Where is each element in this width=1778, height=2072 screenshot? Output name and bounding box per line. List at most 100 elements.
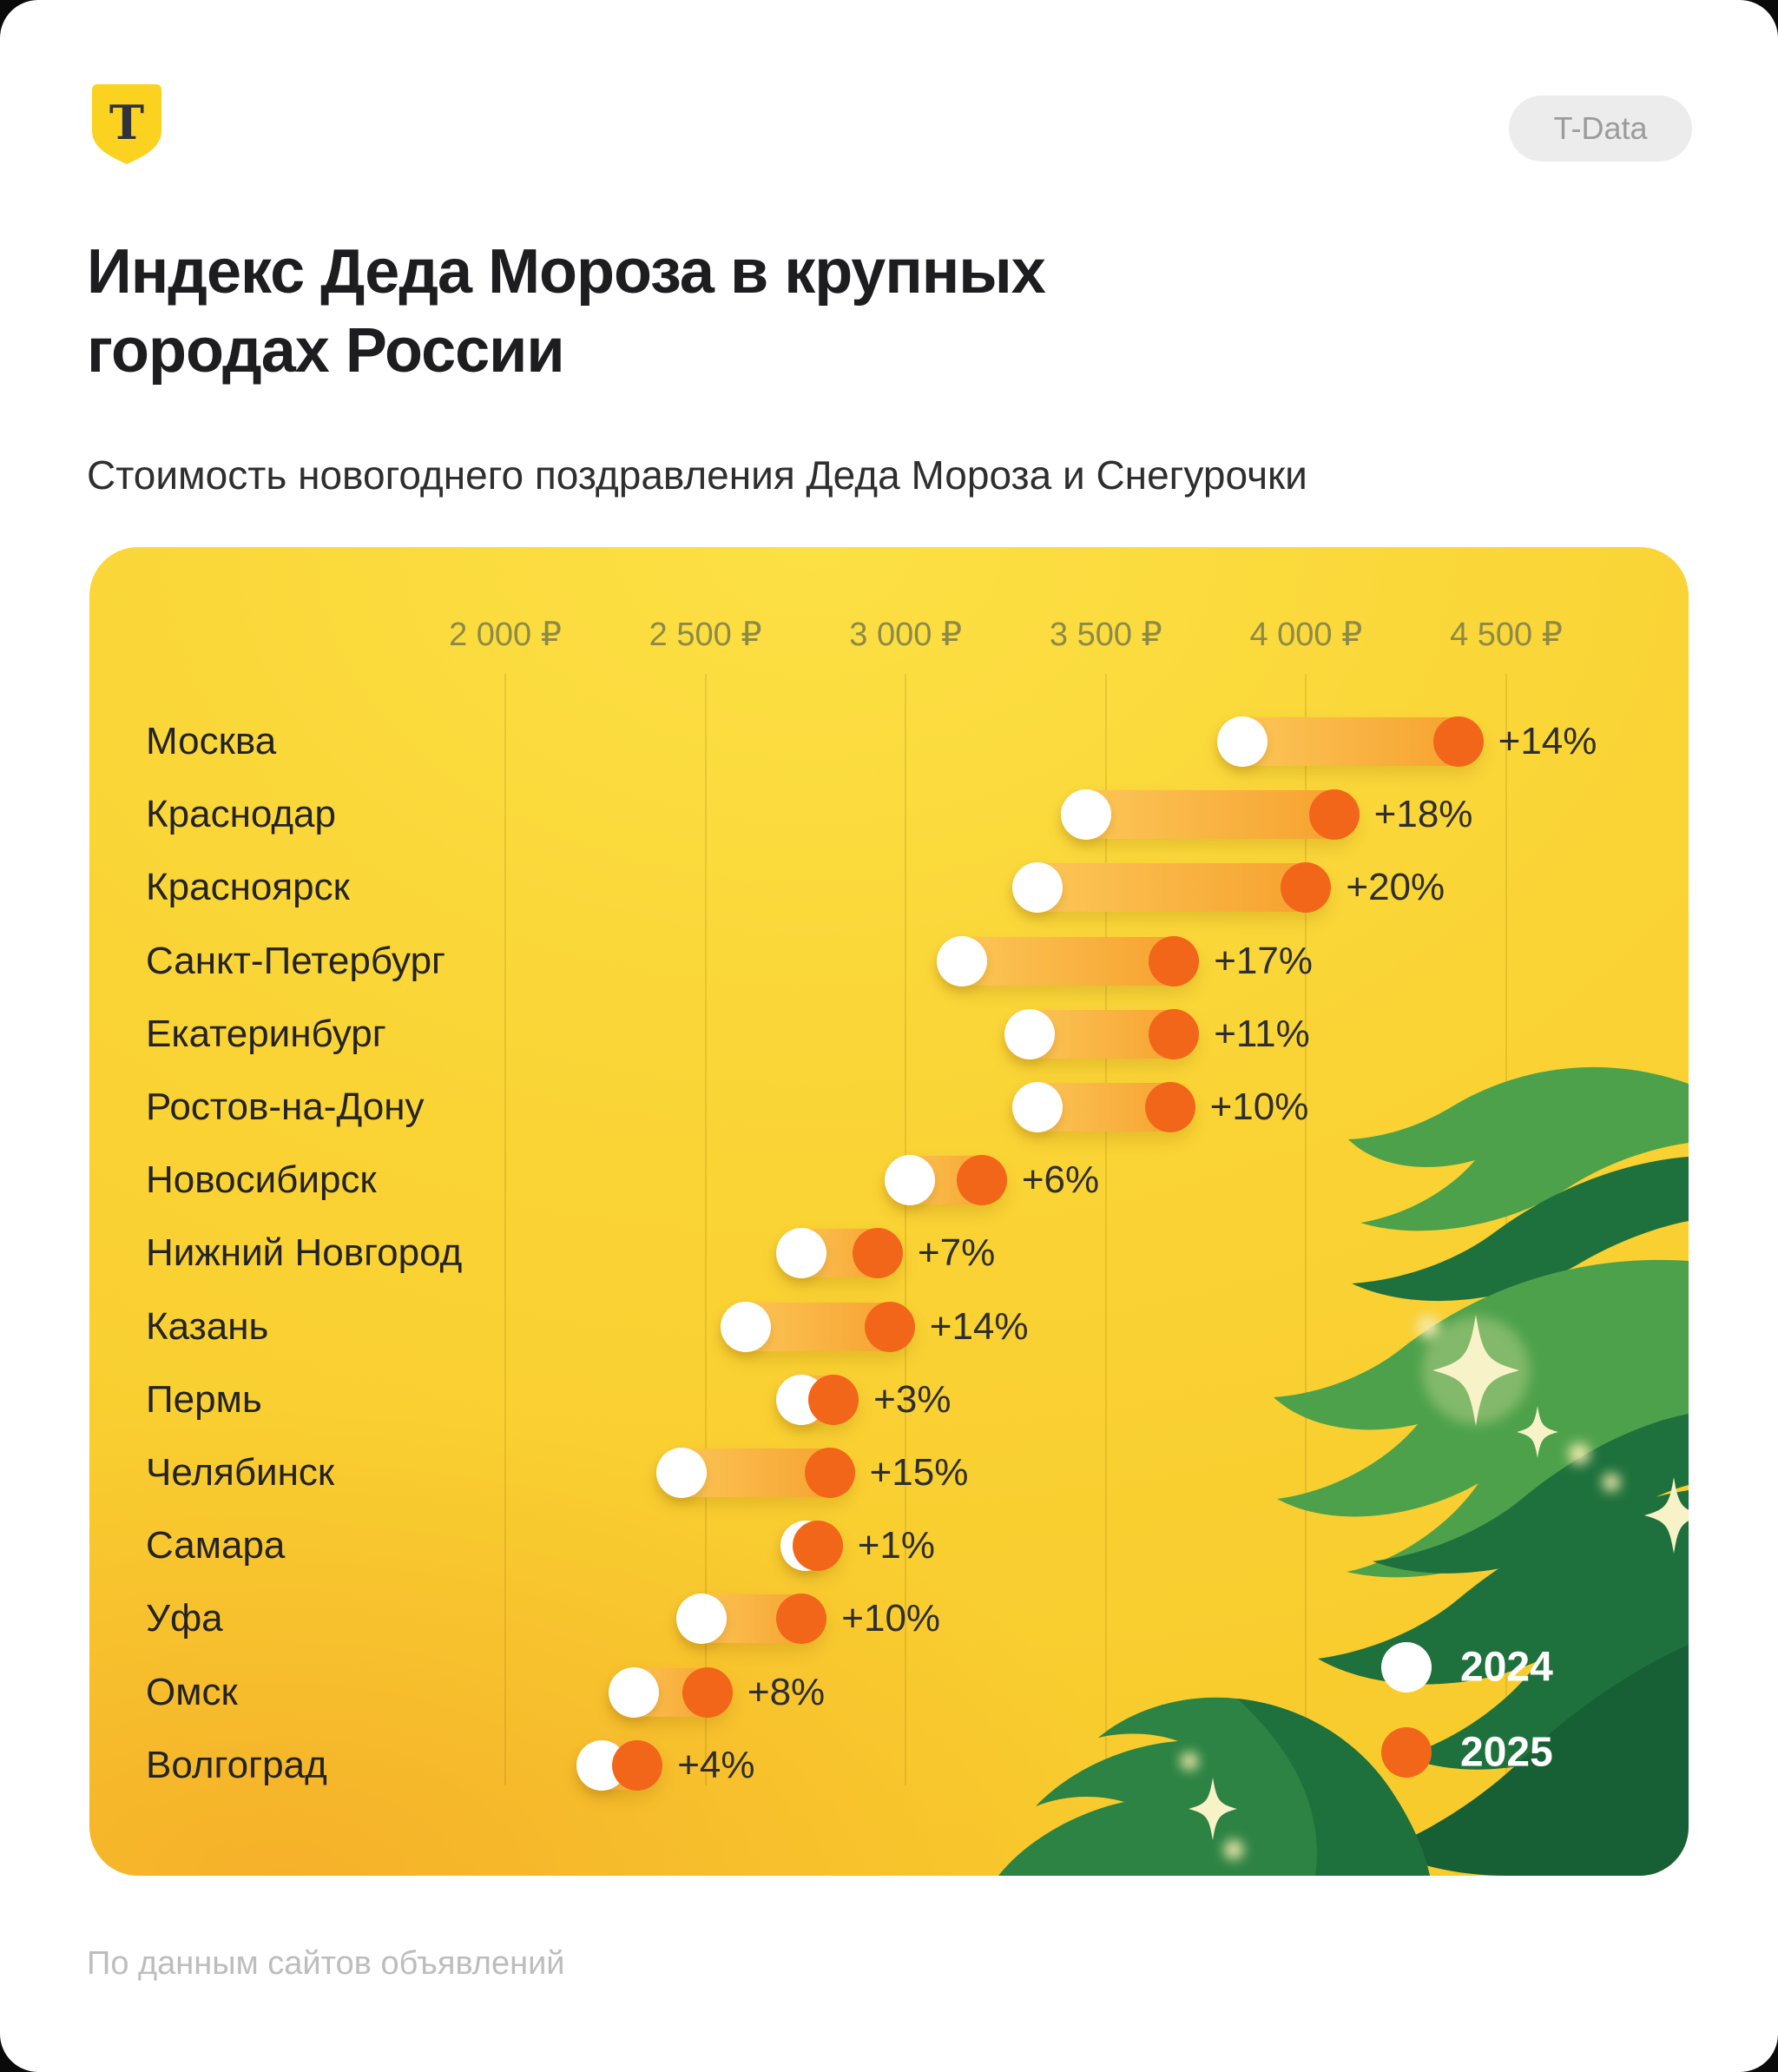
chart-card: 2 000 ₽ 2 500 ₽ 3 000 ₽ 3 500 ₽ 4 000 ₽ 4 500… — [89, 547, 1689, 1876]
t-bank-logo: T — [92, 84, 161, 164]
gridline — [1505, 674, 1507, 1785]
sparkle-halo — [1422, 1316, 1530, 1424]
dot-2025 — [864, 1301, 915, 1352]
page-title: Индекс Деда Мороза в крупных городах Рос… — [87, 233, 1302, 390]
christmas-tree-illustration — [998, 1066, 1689, 1876]
dot-2025 — [1149, 935, 1200, 987]
dot-2025 — [792, 1521, 843, 1572]
sparkle-star-small-tree — [1189, 1778, 1237, 1840]
dot-2024 — [1012, 1082, 1064, 1132]
small-tree-shadow — [1237, 1699, 1430, 1876]
gridline — [504, 674, 506, 1785]
city-label: Красноярск — [146, 866, 350, 909]
dot-2024 — [936, 935, 987, 987]
city-label: Самара — [146, 1524, 286, 1567]
legend-dot-2025 — [1381, 1727, 1432, 1778]
change-label: +3% — [873, 1377, 952, 1421]
city-label: Екатеринбург — [146, 1012, 386, 1055]
legend-label-2024: 2024 — [1460, 1644, 1553, 1691]
logo-shield — [92, 84, 161, 164]
x-axis-tick-label: 4 500 ₽ — [1450, 617, 1563, 653]
sparkle-star-small — [1517, 1406, 1558, 1458]
city-label: Новосибирск — [146, 1158, 377, 1202]
dot-2025 — [808, 1374, 859, 1425]
dot-2025 — [1149, 1008, 1200, 1059]
sparkle-dot — [1181, 1752, 1198, 1770]
tree-branch-bottom-dark — [1318, 1490, 1689, 1770]
tree-branch-top-dark — [1352, 1157, 1689, 1302]
city-label: Пермь — [146, 1377, 262, 1421]
tree-branch-top-light — [1348, 1066, 1689, 1231]
change-label: +17% — [1214, 939, 1313, 982]
city-label: Нижний Новгород — [146, 1231, 463, 1275]
gridline — [1305, 674, 1307, 1785]
gridline — [1104, 674, 1107, 1785]
change-label: +15% — [869, 1451, 969, 1494]
change-label: +14% — [929, 1304, 1029, 1348]
dot-2025 — [804, 1448, 855, 1498]
change-label: +7% — [917, 1231, 996, 1275]
dot-2024 — [1012, 862, 1064, 914]
x-axis-tick-label: 3 000 ₽ — [849, 617, 963, 653]
page-title-line2: городах России — [87, 315, 565, 386]
dot-2024 — [884, 1155, 935, 1206]
city-label: Ростов-на-Дону — [146, 1085, 425, 1128]
change-label: +11% — [1214, 1012, 1310, 1055]
change-label: +18% — [1373, 793, 1473, 836]
page-title-line1: Индекс Деда Мороза в крупных — [87, 237, 1046, 307]
gridline — [704, 674, 707, 1785]
small-tree — [998, 1697, 1430, 1876]
dot-2025 — [612, 1739, 663, 1791]
dot-2025 — [1281, 862, 1332, 914]
t-data-badge-label: T-Data — [1553, 110, 1648, 146]
dot-2025 — [1432, 716, 1484, 767]
dot-2025 — [776, 1594, 827, 1645]
dumbbell-band — [1013, 863, 1331, 913]
dot-2024 — [1004, 1008, 1056, 1059]
x-axis-tick-label: 3 500 ₽ — [1049, 617, 1162, 653]
city-label: Москва — [146, 720, 277, 762]
x-axis-tick-label: 4 000 ₽ — [1249, 617, 1363, 653]
change-label: +8% — [747, 1670, 826, 1713]
dot-2025 — [682, 1666, 733, 1718]
sparkle-dot — [1569, 1443, 1590, 1464]
dot-2025 — [1308, 789, 1360, 841]
dot-2025 — [956, 1155, 1007, 1206]
city-label: Челябинск — [146, 1451, 335, 1494]
city-label: Волгоград — [146, 1743, 327, 1786]
legend-label-2025: 2025 — [1460, 1729, 1553, 1776]
dot-2025 — [1144, 1082, 1195, 1132]
change-label: +10% — [841, 1597, 941, 1640]
city-label: Казань — [146, 1304, 269, 1348]
t-data-badge: T-Data — [1509, 96, 1692, 162]
gridline — [905, 674, 907, 1785]
tree-branch-mid-dark — [1373, 1414, 1689, 1574]
x-axis-tick-label: 2 500 ₽ — [649, 617, 762, 653]
dot-2024 — [1060, 789, 1111, 841]
dot-2024 — [675, 1594, 727, 1645]
change-label: +1% — [857, 1524, 936, 1567]
dot-2024 — [776, 1228, 827, 1279]
legend-dot-2024 — [1381, 1642, 1432, 1693]
x-axis-tick-label: 2 000 ₽ — [449, 617, 562, 653]
sparkle-dot — [1224, 1840, 1243, 1859]
dot-2025 — [852, 1228, 903, 1279]
city-label: Омск — [146, 1670, 238, 1713]
city-label: Санкт-Петербург — [146, 939, 446, 982]
change-label: +14% — [1498, 720, 1597, 762]
source-note: По данным сайтов объявлений — [87, 1945, 565, 1982]
change-label: +6% — [1021, 1158, 1100, 1202]
change-label: +20% — [1346, 866, 1445, 909]
dot-2024 — [1216, 716, 1268, 767]
sparkle-dot — [1603, 1474, 1620, 1491]
logo-letter: T — [109, 95, 144, 150]
page-subtitle: Стоимость новогоднего поздравления Деда … — [87, 452, 1307, 498]
sparkle-star-right — [1644, 1477, 1689, 1554]
dot-2024 — [608, 1666, 659, 1718]
tree-branch-mid-light — [1274, 1259, 1689, 1578]
city-label: Уфа — [146, 1597, 223, 1640]
sparkle-dot — [1417, 1316, 1439, 1338]
change-label: +10% — [1209, 1085, 1309, 1128]
dot-2024 — [655, 1448, 707, 1498]
